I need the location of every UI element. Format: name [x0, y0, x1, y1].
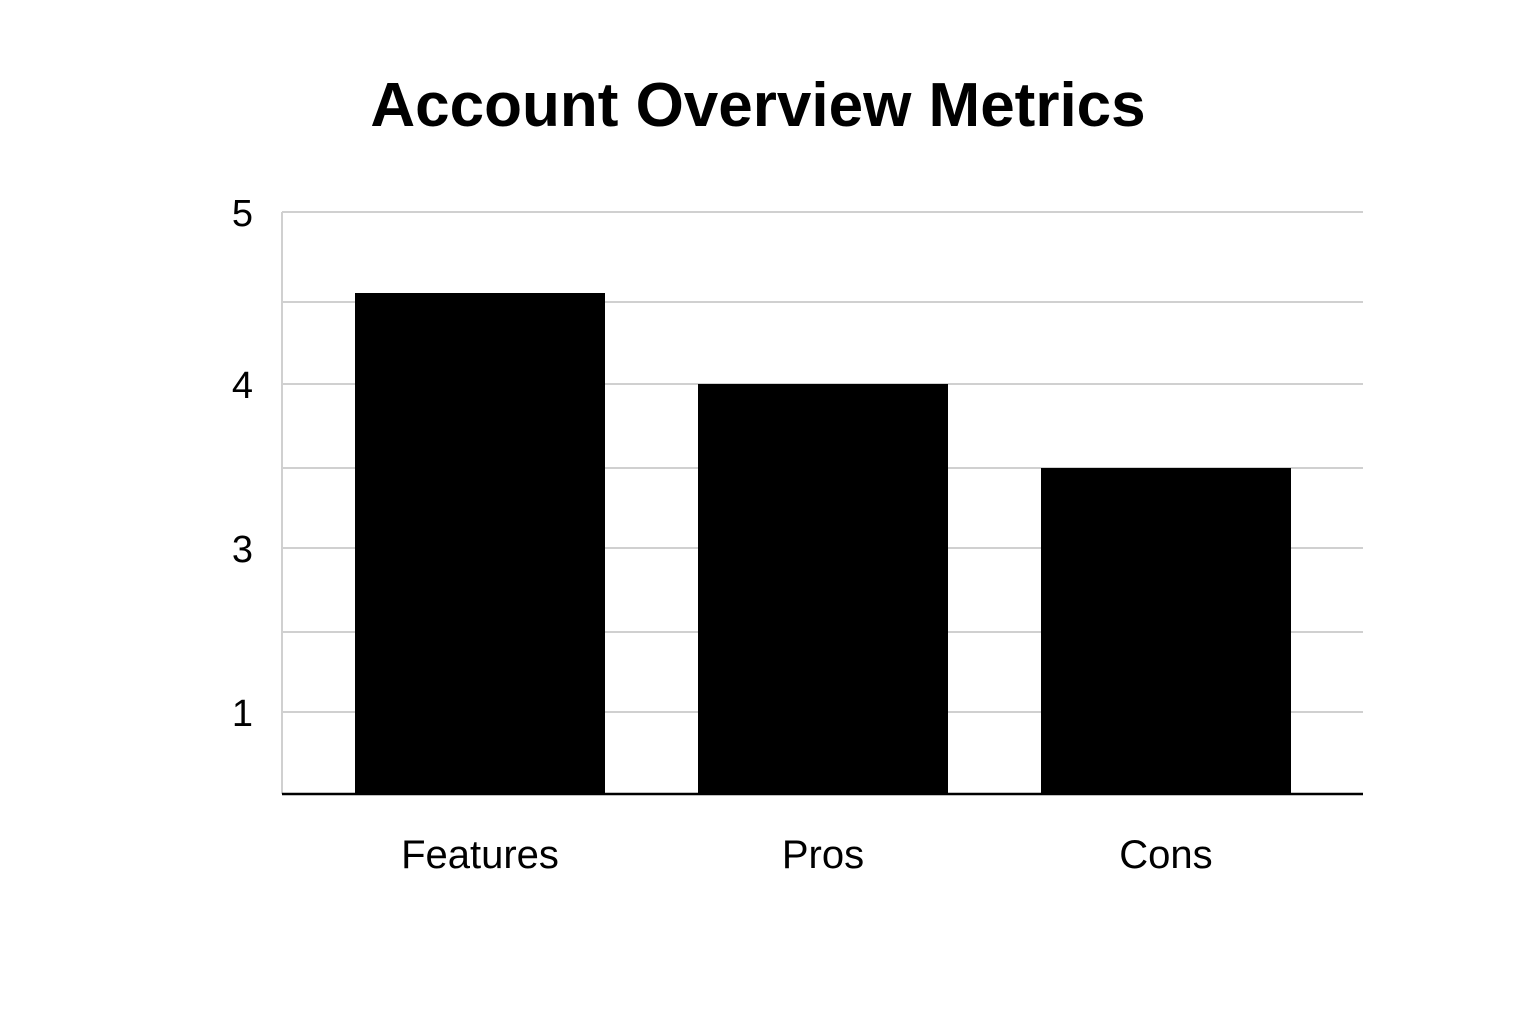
- bar-pros: [698, 384, 948, 794]
- chart-title: Account Overview Metrics: [370, 71, 1146, 140]
- y-tick-label: 1: [232, 693, 253, 735]
- x-tick-label: Cons: [1119, 833, 1212, 877]
- y-tick-label: 5: [232, 193, 253, 235]
- x-tick-label: Features: [401, 833, 559, 877]
- x-tick-label: Pros: [782, 833, 864, 877]
- bar-features: [355, 293, 605, 794]
- y-tick-label: 4: [232, 365, 253, 407]
- bar-cons: [1041, 468, 1291, 794]
- y-tick-label: 3: [232, 529, 253, 571]
